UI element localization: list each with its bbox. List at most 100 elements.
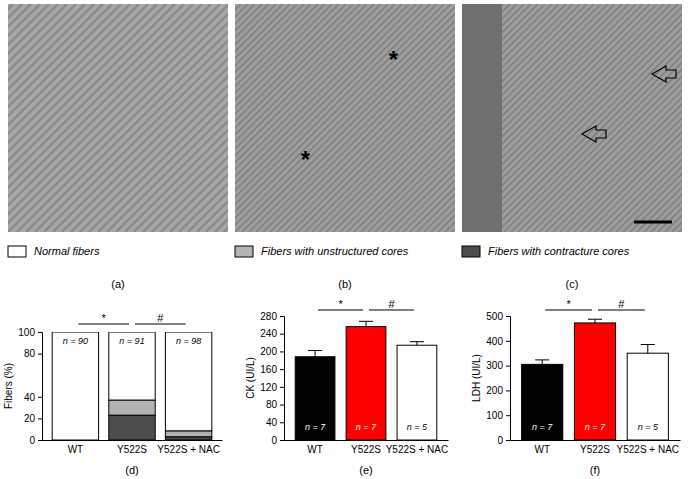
striation — [98, 4, 228, 232]
error-bar — [410, 342, 424, 346]
tick-mark — [38, 332, 42, 333]
striation — [431, 4, 455, 232]
tick-mark — [280, 387, 284, 388]
striation — [116, 4, 228, 232]
tick: 300 — [486, 360, 510, 371]
tick-mark — [280, 316, 284, 317]
annotation: n = 98 — [176, 336, 201, 346]
bar — [165, 431, 211, 437]
striation — [284, 4, 455, 232]
panel-label: (e) — [359, 464, 372, 476]
striation — [235, 4, 455, 232]
tick-label: 0 — [271, 435, 277, 446]
striation — [8, 4, 157, 232]
error-whisker — [315, 351, 316, 357]
panel-label: (c) — [566, 278, 579, 290]
error-cap — [308, 350, 322, 351]
striation — [546, 4, 682, 232]
striation — [361, 4, 455, 232]
error-cap — [359, 321, 373, 322]
tick-label: Y522S + NAC — [157, 444, 220, 455]
tick: 0 — [497, 435, 510, 446]
tick-label: WT — [307, 444, 323, 455]
tick: 280 — [260, 311, 284, 322]
tick-label: 0 — [497, 435, 503, 446]
striation — [672, 4, 682, 232]
legend-swatch — [8, 246, 26, 257]
y-axis: 0204080100 — [18, 327, 42, 446]
tick-mark — [506, 366, 510, 367]
significance-label: * — [338, 298, 343, 310]
striation — [462, 4, 538, 232]
tick: 500 — [486, 311, 510, 322]
striation — [665, 4, 682, 232]
tick: 0 — [271, 435, 284, 446]
annotation: n = 7 — [532, 422, 553, 432]
tick-mark — [506, 341, 510, 342]
tick-label: 80 — [24, 348, 36, 359]
axis-title: LDH (UI/L) — [471, 354, 482, 402]
tick-mark — [38, 397, 42, 398]
axis-line — [285, 440, 449, 441]
striation — [588, 4, 682, 232]
tick-mark — [280, 440, 284, 441]
panel-label: (b) — [338, 278, 351, 290]
striation — [532, 4, 682, 232]
tick: WT — [534, 440, 550, 455]
error-cap — [410, 341, 424, 342]
striation — [375, 4, 455, 232]
panel-label: (f) — [590, 464, 600, 476]
chart: 0100200300400500WTY522SY522S + NACLDH (U… — [471, 298, 681, 476]
annotation: n = 7 — [356, 422, 377, 432]
axis-line — [43, 440, 223, 441]
striation — [179, 4, 228, 232]
striation — [235, 4, 455, 232]
striations — [462, 4, 682, 232]
tick-label: 100 — [486, 410, 503, 421]
striation — [452, 4, 455, 232]
tick-label: 120 — [260, 382, 277, 393]
bar — [397, 345, 437, 440]
striation — [574, 4, 682, 232]
error-cap — [535, 359, 549, 360]
tick-label: 40 — [24, 392, 36, 403]
striation — [445, 4, 455, 232]
tick-label: Y522S — [580, 444, 610, 455]
annotation: n = 7 — [305, 422, 326, 432]
striation — [424, 4, 455, 232]
striation — [651, 4, 682, 232]
tick: Y522S — [351, 440, 381, 455]
bar — [165, 332, 211, 431]
legend-label: Fibers with unstructured cores — [261, 245, 409, 257]
tick-label: 40 — [266, 417, 278, 428]
striation — [44, 4, 228, 232]
bar — [346, 327, 386, 440]
striation — [215, 4, 228, 232]
striation — [403, 4, 455, 232]
y-axis: 04080120160200240280 — [260, 311, 284, 446]
significance-label: * — [102, 312, 107, 324]
striation — [8, 4, 13, 232]
tick-mark — [506, 440, 510, 441]
tick-label: 500 — [486, 311, 503, 322]
striations — [235, 4, 455, 232]
striation — [658, 4, 682, 232]
bar — [574, 323, 615, 440]
tick-mark — [506, 415, 510, 416]
striation — [197, 4, 228, 232]
tick-label: Y522S — [351, 444, 381, 455]
striation — [644, 4, 682, 232]
striation — [319, 4, 455, 232]
tick-label: 280 — [260, 311, 277, 322]
tick-label: 400 — [486, 336, 503, 347]
striation — [368, 4, 455, 232]
legend-label: Normal fibers — [34, 245, 100, 257]
x-axis: WTY522SY522S + NAC — [511, 440, 681, 455]
striation — [8, 4, 85, 232]
striation — [462, 4, 517, 232]
striation — [630, 4, 682, 232]
tick-label: 20 — [24, 413, 36, 424]
figure: (a)**(b)(c)0204080100WTY522SY522S + NACF… — [0, 0, 688, 479]
tick-mark — [506, 316, 510, 317]
tick: 120 — [260, 382, 284, 393]
